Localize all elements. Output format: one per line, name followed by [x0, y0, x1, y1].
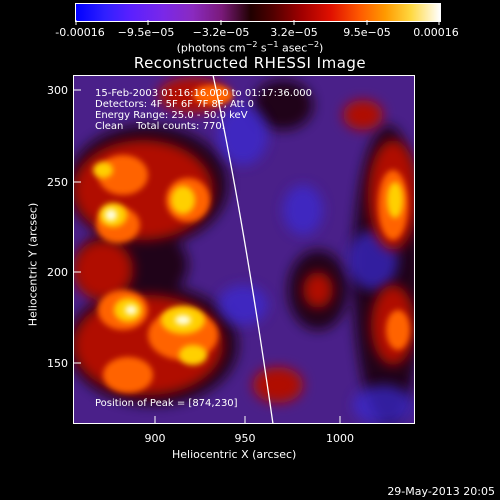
colorbar-tick-label: 3.2e−05 [270, 26, 318, 39]
solar-limb-line [212, 75, 274, 424]
x-tick-label: 900 [144, 432, 166, 445]
colorbar [75, 3, 441, 22]
colorbar-tick-label: 0.00016 [413, 26, 459, 39]
peak-position-text: Position of Peak = [874,230] [95, 398, 238, 409]
detectors-text: Detectors: 4F 5F 6F 7F 8F, Att 0 [95, 99, 255, 110]
colorbar-units: (photons cm−2 s−1 asec−2) [176, 40, 324, 55]
y-tick-label: 300 [47, 84, 68, 97]
colorbar-tick-label: −9.5e−05 [117, 26, 175, 39]
x-tick-label: 950 [234, 432, 256, 445]
y-tick-label: 150 [47, 357, 68, 370]
clean-counts-text: Clean Total counts: 770. [95, 121, 225, 132]
energy-range-text: Energy Range: 25.0 - 50.0 keV [95, 110, 248, 121]
rhessi-image-map [73, 75, 415, 424]
timestamp: 29-May-2013 20:05 [387, 485, 495, 498]
plot-title: Reconstructed RHESSI Image [133, 54, 367, 72]
time-range-text: 15-Feb-2003 01:16:16.000 to 01:17:36.000 [95, 88, 313, 99]
colorbar-tick-label: -0.00016 [55, 26, 105, 39]
colorbar-tick-label: −3.2e−05 [192, 26, 250, 39]
y-axis-title: Heliocentric Y (arcsec) [26, 202, 40, 327]
y-tick-label: 250 [47, 176, 68, 189]
axis-ticks [73, 89, 341, 424]
x-tick-label: 1000 [326, 432, 354, 445]
plot-frame [73, 75, 415, 424]
colorbar-ticks [75, 20, 440, 25]
y-tick-label: 200 [47, 266, 68, 279]
colorbar-tick-label: 9.5e−05 [343, 26, 391, 39]
x-axis-title: Heliocentric X (arcsec) [172, 448, 297, 461]
